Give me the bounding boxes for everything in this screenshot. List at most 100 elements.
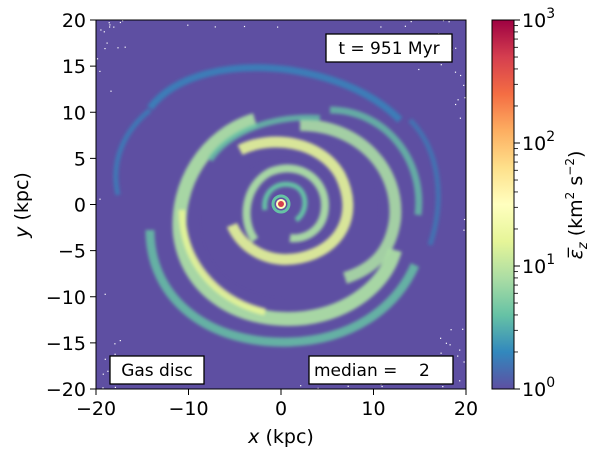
annotation-component: Gas disc xyxy=(109,355,205,385)
noise-pixel xyxy=(460,74,462,77)
y-tick-label: 20 xyxy=(62,10,86,32)
core xyxy=(278,201,284,207)
annotation-time: t = 951 Myr xyxy=(325,33,453,63)
noise-pixel xyxy=(113,26,115,28)
noise-pixel xyxy=(459,117,461,119)
noise-pixel xyxy=(108,22,110,24)
noise-pixel xyxy=(114,353,116,355)
colorbar-tick-label: 103 xyxy=(522,6,555,32)
noise-pixel xyxy=(187,24,189,26)
y-tick-label: 0 xyxy=(74,195,86,217)
noise-pixel xyxy=(114,386,116,388)
annotation-median: median = 2 xyxy=(308,355,454,385)
annotation-median-text: median = 2 xyxy=(314,361,430,381)
x-tick-label: 20 xyxy=(454,398,478,420)
noise-pixel xyxy=(459,349,461,351)
noise-pixel xyxy=(114,343,116,345)
noise-pixel xyxy=(96,58,99,60)
noise-pixel xyxy=(300,385,302,387)
noise-pixel xyxy=(463,229,465,231)
spiral-arms xyxy=(113,64,441,347)
arm-large-left xyxy=(172,113,402,326)
gap-2 xyxy=(198,214,286,300)
noise-pixel xyxy=(455,47,457,49)
noise-pixel xyxy=(122,20,124,22)
noise-pixel xyxy=(448,21,450,23)
noise-pixel xyxy=(117,47,119,49)
noise-pixel xyxy=(106,42,108,44)
noise-pixel xyxy=(109,26,111,28)
noise-pixel xyxy=(457,355,459,357)
colorbar-tick-label: 100 xyxy=(522,375,555,401)
arm-large-left-glow xyxy=(178,209,266,316)
noise-pixel xyxy=(442,20,445,22)
noise-pixel xyxy=(440,337,442,339)
noise-pixel xyxy=(440,352,442,354)
noise-pixel xyxy=(347,385,349,387)
noise-pixel xyxy=(103,31,105,33)
noise-pixel xyxy=(110,90,112,92)
noise-pixel xyxy=(104,293,106,295)
noise-pixel xyxy=(102,387,104,389)
arm-upper-band xyxy=(207,114,321,162)
spiral-gaps xyxy=(198,138,381,300)
x-tick-label: 10 xyxy=(361,398,385,420)
x-axis: −20 −10 0 10 20 xyxy=(76,389,478,420)
noise-pixel xyxy=(404,25,406,27)
noise-pixel xyxy=(381,385,383,388)
noise-pixel xyxy=(450,329,452,331)
y-tick-label: 5 xyxy=(74,148,86,170)
noise-pixel xyxy=(119,21,121,24)
colorbar: 100 101 102 103 ε̅z (km2 s−2) xyxy=(491,6,591,401)
x-tick-label: 0 xyxy=(275,398,287,420)
noise-pixel xyxy=(445,342,447,344)
noise-pixel xyxy=(440,64,442,66)
y-axis: −20 −15 −10 −5 0 5 10 15 20 xyxy=(46,10,96,401)
plot-area xyxy=(96,20,466,389)
arm-bottom-outer xyxy=(145,229,420,347)
y-tick-label: −15 xyxy=(46,333,86,355)
noise-pixel xyxy=(119,340,121,342)
y-tick-label: −20 xyxy=(46,379,86,401)
arm-inner-2 xyxy=(242,164,330,243)
y-tick-label: 10 xyxy=(62,102,86,124)
colorbar-tick-label: 102 xyxy=(522,129,555,155)
arm-right-outer xyxy=(329,106,423,216)
gap-1 xyxy=(249,156,337,248)
galaxy-centre xyxy=(271,194,291,214)
noise-pixel xyxy=(107,370,109,372)
noise-pixel xyxy=(99,198,101,200)
colorbar-gradient xyxy=(491,19,515,390)
noise-pixel xyxy=(380,26,382,28)
colorbar-label: ε̅z (km2 s−2) xyxy=(563,151,591,260)
core-ring-outer xyxy=(271,194,291,214)
annotation-component-text: Gas disc xyxy=(121,361,193,381)
y-tick-label: −10 xyxy=(46,287,86,309)
arm-inner-3 xyxy=(262,181,308,223)
noise-pixel xyxy=(464,97,466,99)
gap-3 xyxy=(314,138,381,221)
noise-pixel xyxy=(410,21,412,23)
noise-pixel xyxy=(104,358,106,360)
colorbar-tick-label: 101 xyxy=(522,252,555,278)
y-tick-label: −5 xyxy=(58,241,86,263)
x-tick-label: −20 xyxy=(76,398,116,420)
noise-pixel xyxy=(459,380,461,382)
noise-pixel xyxy=(455,103,457,106)
noise-pixel xyxy=(463,218,466,221)
noise-pixel xyxy=(463,361,465,363)
noise-pixel xyxy=(243,25,246,28)
noise-pixel xyxy=(457,99,459,101)
x-tick-label: −10 xyxy=(168,398,208,420)
annotation-component-box xyxy=(109,355,205,385)
noise-pixel xyxy=(99,70,101,72)
noise-pixel xyxy=(104,48,106,50)
x-axis-label: x (kpc) xyxy=(247,426,314,448)
y-tick-label: 15 xyxy=(62,56,86,78)
arm-right xyxy=(299,119,402,284)
noise-pixel xyxy=(462,328,464,330)
y-axis-label: y (kpc) xyxy=(11,172,33,239)
annotation-time-box xyxy=(325,33,453,63)
noise-pixel xyxy=(449,344,451,346)
